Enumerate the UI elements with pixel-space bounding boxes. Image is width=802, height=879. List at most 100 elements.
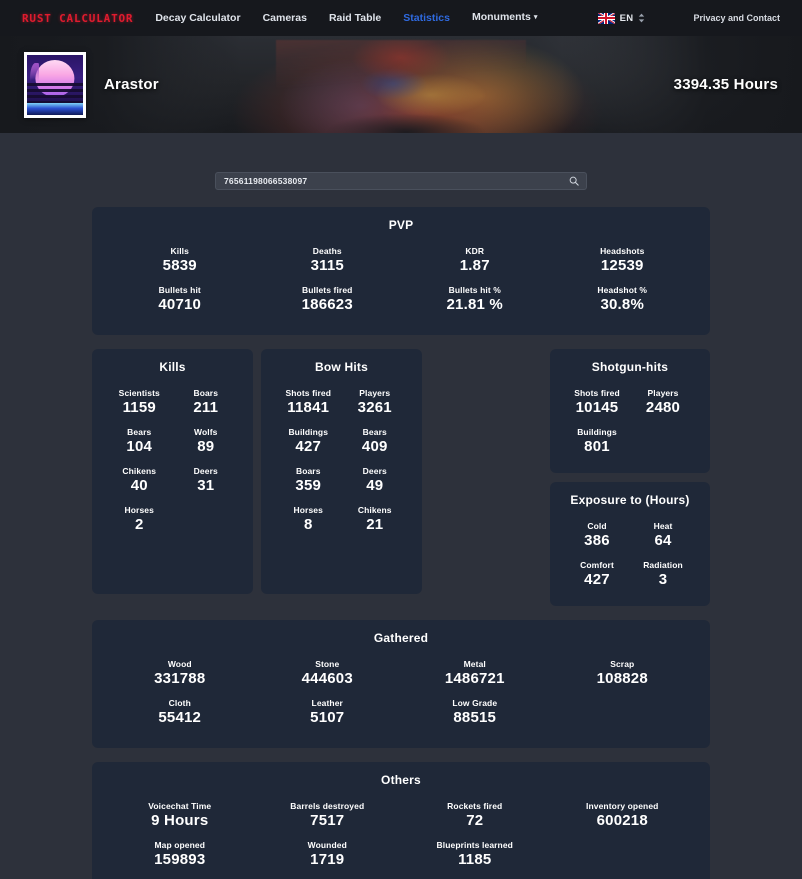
- nav-item-raid-table[interactable]: Raid Table: [329, 0, 381, 36]
- site-logo[interactable]: RUST CALCULATOR: [22, 11, 134, 25]
- stat-value: 49: [366, 477, 384, 494]
- language-code: EN: [619, 12, 634, 24]
- player-avatar[interactable]: [24, 51, 86, 118]
- stat-value: 5839: [162, 257, 197, 274]
- stat-grid: Scientists 1159 Boars 211 Bears 104 Wo: [106, 385, 239, 541]
- stat-label: Players: [359, 388, 391, 398]
- stat-empty: [549, 837, 697, 876]
- stat-label: Bullets fired: [302, 285, 353, 295]
- stat-low-grade: Low Grade 88515: [401, 695, 549, 734]
- nav-item-statistics[interactable]: Statistics: [403, 0, 450, 36]
- stat-shots-fired: Shots fired 11841: [275, 385, 342, 424]
- stat-rockets-fired: Rockets fired 72: [401, 798, 549, 837]
- stat-value: 1185: [458, 851, 492, 868]
- nav-item-label: Cameras: [262, 12, 307, 24]
- search-box[interactable]: [215, 172, 587, 190]
- stat-label: Radiation: [643, 560, 683, 570]
- select-updown-icon: [638, 13, 645, 23]
- nav-item-label: Statistics: [403, 12, 450, 24]
- stat-label: Scrap: [610, 659, 635, 669]
- stat-buildings: Buildings 801: [564, 424, 630, 463]
- stat-comfort: Comfort 427: [564, 557, 630, 596]
- stat-value: 1159: [122, 399, 156, 416]
- stat-value: 21: [366, 516, 384, 533]
- card-title: Exposure to (Hours): [570, 493, 690, 507]
- stat-grid: Shots fired 10145 Players 2480 Buildings…: [564, 385, 696, 463]
- stat-value: 30.8%: [600, 296, 645, 313]
- stat-scrap: Scrap 108828: [549, 656, 697, 695]
- stat-label: Inventory opened: [586, 801, 659, 811]
- card-others: Others Voicechat Time 9 Hours Barrels de…: [92, 762, 710, 879]
- stat-shots-fired: Shots fired 10145: [564, 385, 630, 424]
- stat-map-opened: Map opened 159893: [106, 837, 254, 876]
- avatar-palm-shape: [30, 62, 40, 90]
- stat-kdr: KDR 1.87: [401, 243, 549, 282]
- stat-label: Players: [647, 388, 679, 398]
- stat-value: 72: [466, 812, 484, 829]
- stat-label: Kills: [170, 246, 189, 256]
- stat-value: 427: [584, 571, 610, 588]
- stat-value: 3261: [357, 399, 392, 416]
- card-bow-hits: Bow Hits Shots fired 11841 Players 3261 …: [261, 349, 422, 594]
- player-name: Arastor: [104, 76, 159, 93]
- stat-label: Cloth: [168, 698, 191, 708]
- stat-chikens: Chikens 40: [106, 463, 173, 502]
- stat-bullets-hit-percent: Bullets hit % 21.81 %: [401, 282, 549, 321]
- stat-label: Cold: [587, 521, 607, 531]
- stat-label: Rockets fired: [447, 801, 503, 811]
- stat-value: 64: [654, 532, 672, 549]
- stat-cold: Cold 386: [564, 518, 630, 557]
- stat-value: 11841: [287, 399, 330, 416]
- stat-label: Comfort: [580, 560, 614, 570]
- nav-item-cameras[interactable]: Cameras: [263, 0, 307, 36]
- stat-grid: Wood 331788 Stone 444603 Metal 1486721 S…: [106, 656, 696, 734]
- card-title: Gathered: [373, 631, 429, 645]
- stat-value: 2480: [645, 399, 681, 416]
- stat-heat: Heat 64: [630, 518, 696, 557]
- card-exposure: Exposure to (Hours) Cold 386 Heat 64 Com…: [550, 482, 710, 606]
- stat-label: Deers: [193, 466, 218, 476]
- stat-value: 1486721: [444, 670, 505, 687]
- stat-players: Players 2480: [630, 385, 696, 424]
- stat-blueprints-learned: Blueprints learned 1185: [401, 837, 549, 876]
- stats-cards: PVP Kills 5839 Deaths 3115 KDR 1.87 Head…: [92, 190, 710, 879]
- stat-chikens: Chikens 21: [342, 502, 409, 541]
- search-section: [0, 133, 802, 190]
- player-hours: 3394.35 Hours: [673, 76, 778, 93]
- hero-character-art: [276, 40, 526, 133]
- stat-value: 600218: [596, 812, 648, 829]
- stat-label: Shots fired: [574, 388, 620, 398]
- search-button[interactable]: [568, 176, 580, 186]
- stat-value: 5107: [310, 709, 345, 726]
- stat-label: Map opened: [154, 840, 206, 850]
- language-selector[interactable]: EN: [597, 12, 646, 24]
- stat-leather: Leather 5107: [254, 695, 402, 734]
- stat-value: 159893: [154, 851, 206, 868]
- nav-item-monuments[interactable]: Monuments ▾: [472, 0, 537, 37]
- stat-value: 3: [658, 571, 668, 588]
- stat-label: Metal: [463, 659, 486, 669]
- stat-label: Shots fired: [285, 388, 331, 398]
- stat-value: 89: [197, 438, 215, 455]
- stat-label: Barrels destroyed: [290, 801, 365, 811]
- stat-value: 1.87: [459, 257, 490, 274]
- nav-item-decay-calculator[interactable]: Decay Calculator: [155, 0, 240, 36]
- stat-label: Wounded: [307, 840, 347, 850]
- stat-value: 427: [295, 438, 322, 455]
- nav-item-label: Raid Table: [328, 12, 382, 24]
- stat-value: 40710: [158, 296, 202, 313]
- stat-value: 104: [126, 438, 153, 455]
- search-input[interactable]: [224, 176, 568, 186]
- privacy-and-contact-link[interactable]: Privacy and Contact: [693, 13, 780, 23]
- stat-value: 386: [584, 532, 610, 549]
- stat-label: Blueprints learned: [436, 840, 513, 850]
- stat-value: 186623: [301, 296, 353, 313]
- stat-value: 211: [193, 399, 219, 416]
- avatar-stripes-shape: [27, 83, 83, 104]
- stat-label: Boars: [295, 466, 321, 476]
- stat-inventory-opened: Inventory opened 600218: [549, 798, 697, 837]
- stat-wounded: Wounded 1719: [254, 837, 402, 876]
- card-shotgun-hits: Shotgun-hits Shots fired 10145 Players 2…: [550, 349, 710, 473]
- profile-hero-banner: Arastor 3394.35 Hours: [0, 36, 802, 133]
- stat-boars: Boars 211: [173, 385, 240, 424]
